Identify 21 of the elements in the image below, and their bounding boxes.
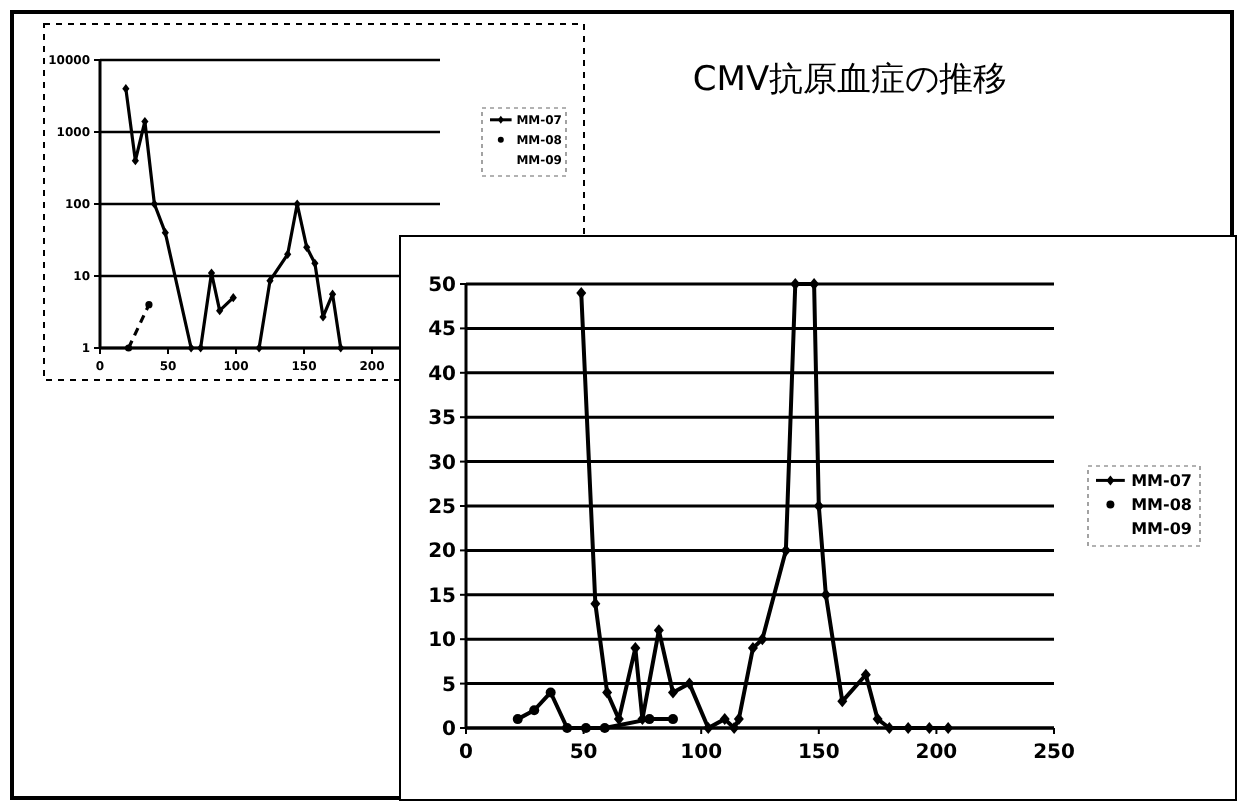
x-tick-label: 50 bbox=[569, 742, 598, 764]
x-tick-label: 250 bbox=[1033, 742, 1075, 764]
y-tick-label: 5 bbox=[442, 674, 457, 697]
y-tick-label: 40 bbox=[428, 363, 457, 386]
y-tick-label: 50 bbox=[428, 275, 457, 297]
y-tick-label: 0 bbox=[442, 719, 457, 741]
x-tick-label: 0 bbox=[459, 742, 474, 764]
y-tick-label: 25 bbox=[428, 497, 457, 519]
legend-label: MM-08 bbox=[1131, 496, 1193, 514]
y-tick-label: 45 bbox=[428, 319, 457, 342]
chart-title: CMV抗原血症の推移 bbox=[692, 60, 1008, 100]
y-tick-label: 20 bbox=[428, 541, 457, 564]
x-tick-label: 100 bbox=[680, 742, 723, 764]
legend-label: MM-07 bbox=[1131, 472, 1192, 490]
x-tick-label: 150 bbox=[797, 742, 840, 764]
legend-label: MM-09 bbox=[1131, 520, 1193, 538]
x-tick-label: 200 bbox=[915, 742, 958, 764]
y-tick-label: 35 bbox=[428, 408, 457, 431]
y-tick-label: 15 bbox=[428, 585, 457, 608]
y-tick-label: 10 bbox=[428, 630, 457, 653]
y-tick-label: 30 bbox=[428, 452, 457, 475]
